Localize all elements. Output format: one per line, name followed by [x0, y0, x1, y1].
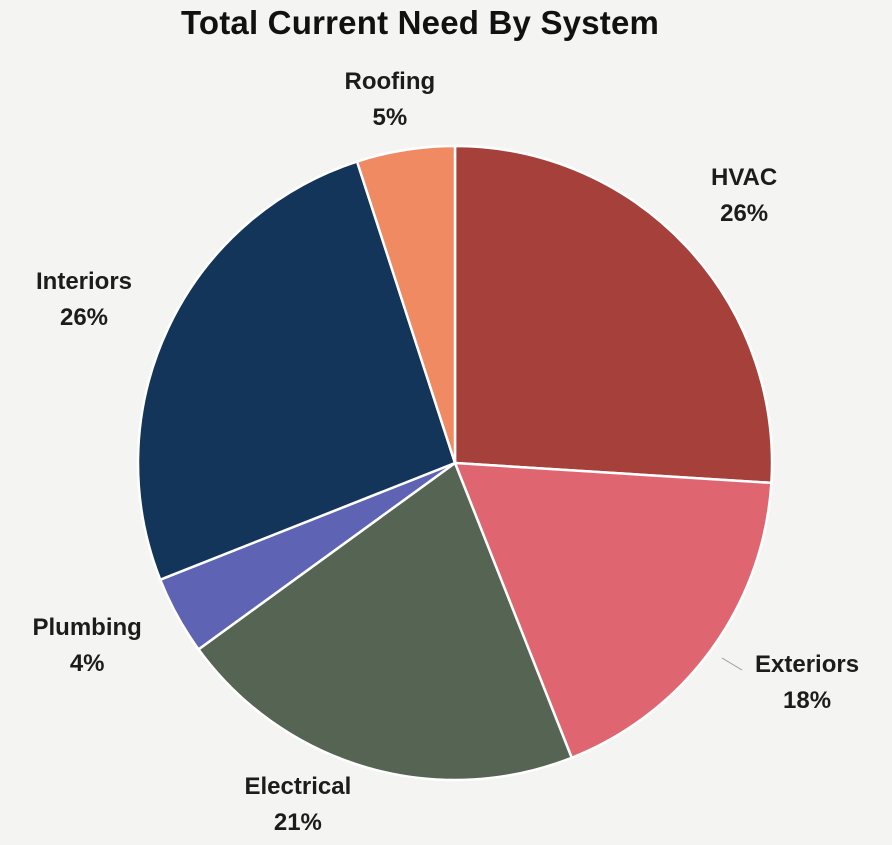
- pie-slice-exteriors: [453, 461, 773, 759]
- slice-label-name: Exteriors: [755, 651, 860, 678]
- slice-label-exteriors: Exteriors 18%: [755, 647, 859, 719]
- slice-label-name: Plumbing: [32, 614, 142, 641]
- slice-label-percent: 18%: [783, 687, 832, 714]
- slice-label-plumbing: Plumbing 4%: [33, 610, 142, 682]
- slice-label-percent: 21%: [273, 809, 322, 836]
- slice-label-percent: 4%: [69, 650, 105, 677]
- slice-label-name: HVAC: [711, 164, 778, 191]
- exteriors-leader-line: [721, 657, 743, 671]
- slice-label-name: Interiors: [36, 268, 133, 295]
- pie-slice-electrical: [197, 461, 573, 782]
- slice-label-electrical: Electrical 21%: [245, 769, 352, 841]
- slice-label-percent: 5%: [372, 104, 408, 131]
- slice-label-percent: 26%: [720, 200, 769, 227]
- pie-slice-roofing: [355, 144, 457, 465]
- pie-slice-hvac: [453, 144, 774, 485]
- slice-label-roofing: Roofing 5%: [345, 64, 436, 136]
- slice-label-name: Roofing: [344, 68, 436, 95]
- chart-title: Total Current Need By System: [180, 4, 660, 41]
- slice-label-hvac: HVAC 26%: [711, 160, 777, 232]
- slice-label-interiors: Interiors 26%: [36, 264, 132, 336]
- slice-label-name: Electrical: [244, 773, 352, 800]
- pie-slice-interiors: [136, 160, 457, 581]
- slice-label-percent: 26%: [59, 304, 109, 331]
